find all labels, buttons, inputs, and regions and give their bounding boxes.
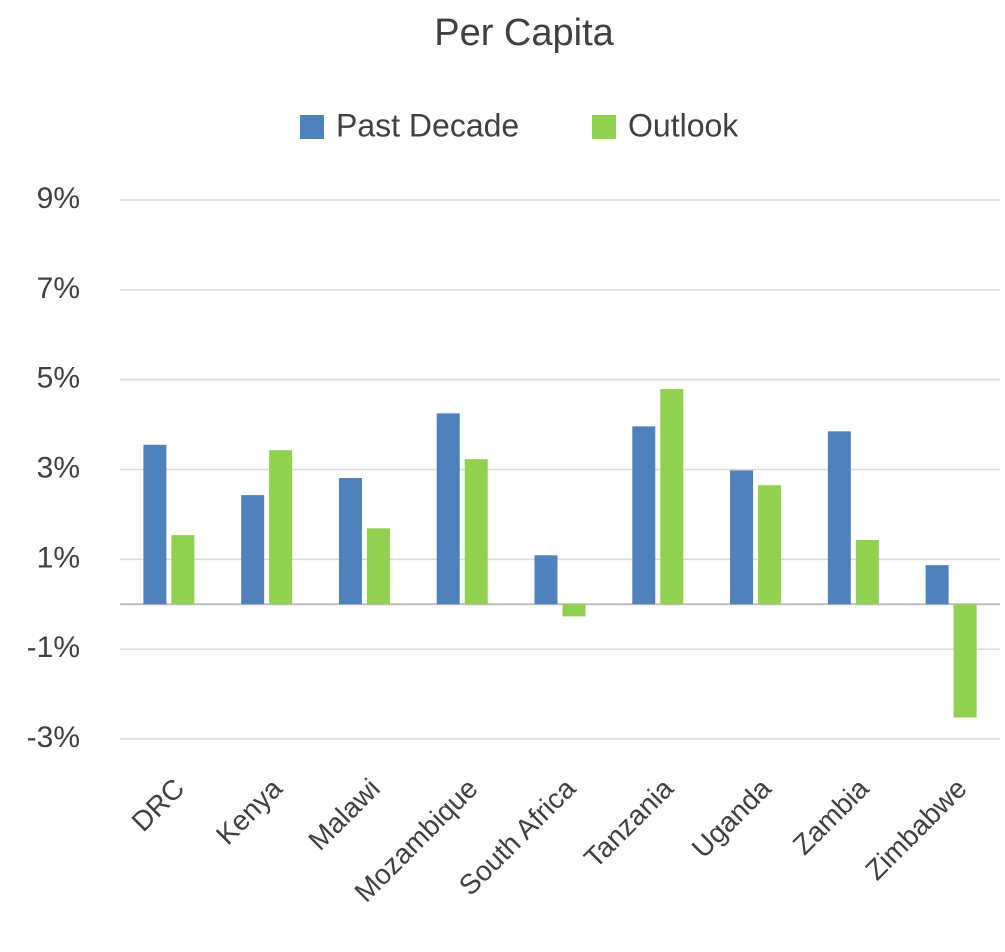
x-tick-label: Tanzania bbox=[578, 772, 679, 873]
legend-swatch bbox=[300, 115, 324, 139]
chart-title: Per Capita bbox=[434, 12, 614, 54]
y-tick-label: 7% bbox=[37, 272, 80, 305]
bar bbox=[171, 535, 195, 605]
legend-label: Outlook bbox=[628, 107, 739, 143]
bar bbox=[534, 555, 558, 605]
x-tick-label: Uganda bbox=[686, 772, 778, 864]
bar bbox=[758, 485, 782, 605]
bar bbox=[241, 495, 265, 605]
y-tick-label: 9% bbox=[37, 182, 80, 215]
legend-swatch bbox=[592, 115, 616, 139]
legend-label: Past Decade bbox=[336, 107, 519, 143]
y-tick-label: -1% bbox=[27, 631, 80, 664]
y-tick-label: 3% bbox=[37, 451, 80, 484]
bar bbox=[660, 389, 684, 605]
x-tick-label: Malawi bbox=[302, 773, 386, 857]
x-tick-label: Zambia bbox=[787, 772, 875, 860]
bar bbox=[436, 413, 460, 605]
bar bbox=[925, 565, 949, 605]
bar bbox=[464, 459, 488, 605]
x-tick-label: Zimbabwe bbox=[859, 773, 972, 886]
bar bbox=[338, 478, 362, 605]
bar bbox=[366, 528, 390, 605]
bar bbox=[562, 604, 586, 617]
bar bbox=[827, 431, 851, 605]
bar bbox=[143, 444, 167, 605]
y-tick-label: -3% bbox=[27, 721, 80, 754]
y-tick-label: 5% bbox=[37, 362, 80, 395]
x-tick-label: Kenya bbox=[210, 772, 288, 850]
bar bbox=[269, 450, 293, 605]
bar bbox=[632, 426, 656, 605]
bar bbox=[855, 540, 879, 605]
bar bbox=[730, 470, 754, 605]
y-tick-label: 1% bbox=[37, 541, 80, 574]
bar bbox=[953, 604, 977, 718]
x-tick-label: DRC bbox=[126, 773, 191, 838]
